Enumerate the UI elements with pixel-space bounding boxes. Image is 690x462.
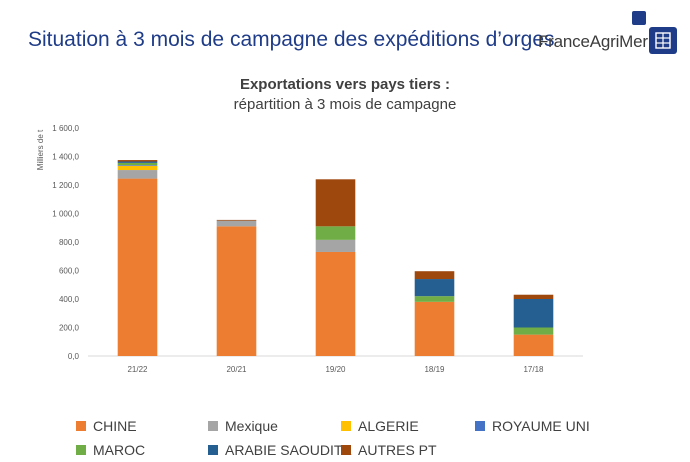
bar-segment-mexique <box>117 170 158 179</box>
legend-swatch <box>208 421 218 431</box>
legend-swatch <box>76 421 86 431</box>
bar-segment-chine <box>117 178 158 356</box>
logo-dot <box>632 11 646 25</box>
bar-segment-chine <box>216 226 257 356</box>
bar-segment-autres-pt <box>315 179 356 227</box>
x-tick-label: 18/19 <box>424 365 445 374</box>
y-axis-title: Milliers de t <box>36 129 45 170</box>
logo-icon <box>649 27 677 54</box>
bar-segment-autres-pt <box>117 160 158 162</box>
bar-segment-arabie-saoudite <box>414 279 455 297</box>
legend-item: CHINE <box>76 418 137 434</box>
y-tick-label: 800,0 <box>59 238 80 247</box>
legend-swatch <box>341 445 351 455</box>
y-tick-label: 1 000,0 <box>52 210 79 219</box>
bar-segment-mexique <box>315 239 356 252</box>
legend-swatch <box>208 445 218 455</box>
bar-segment-arabie-saoudite <box>117 161 158 163</box>
y-tick-label: 0,0 <box>68 352 80 361</box>
bar-segment-autres-pt <box>513 294 554 299</box>
legend-item: AUTRES PT <box>341 442 437 458</box>
legend-swatch <box>475 421 485 431</box>
x-tick-label: 19/20 <box>325 365 346 374</box>
bar-segment-maroc <box>414 296 455 302</box>
x-tick-label: 21/22 <box>127 365 148 374</box>
legend-label: ARABIE SAOUDITE <box>225 442 352 458</box>
legend-label: ALGERIE <box>358 418 419 434</box>
legend-item: ALGERIE <box>341 418 419 434</box>
legend-item: Mexique <box>208 418 278 434</box>
legend-label: ROYAUME UNI <box>492 418 590 434</box>
brand-name: FranceAgriMer <box>538 32 648 51</box>
bar-segment-algerie <box>117 165 158 171</box>
legend-item: ARABIE SAOUDITE <box>208 442 352 458</box>
bar-segment-chine <box>513 334 554 356</box>
chart-title: Exportations vers pays tiers : <box>239 76 451 93</box>
legend-label: MAROC <box>93 442 146 458</box>
bar-segment-maroc <box>513 327 554 335</box>
legend-label: CHINE <box>93 418 137 434</box>
bar-segment-chine <box>414 301 455 356</box>
x-tick-label: 20/21 <box>226 365 247 374</box>
legend-swatch <box>341 421 351 431</box>
legend-item: ROYAUME UNI <box>475 418 590 434</box>
x-tick-label: 17/18 <box>523 365 544 374</box>
y-tick-label: 600,0 <box>59 267 80 276</box>
bar-segment-autres-pt <box>414 271 455 280</box>
bar-segment-royaume-uni <box>117 165 158 166</box>
y-tick-label: 1 600,0 <box>52 124 79 133</box>
bar-segment-autres-pt <box>216 219 257 221</box>
bar-segment-maroc <box>315 226 356 240</box>
bar-segment-chine <box>315 251 356 356</box>
bar-segment-mexique <box>216 220 257 227</box>
chart-subtitle: répartition à 3 mois de campagne <box>233 96 457 113</box>
y-tick-label: 400,0 <box>59 295 80 304</box>
bar-segment-arabie-saoudite <box>513 299 554 328</box>
legend-swatch <box>76 445 86 455</box>
bar-segment-maroc <box>117 162 158 166</box>
y-tick-label: 1 400,0 <box>52 153 79 162</box>
legend-item: MAROC <box>76 442 145 458</box>
legend-label: AUTRES PT <box>358 442 437 458</box>
y-tick-label: 1 200,0 <box>52 181 79 190</box>
y-tick-label: 200,0 <box>59 324 80 333</box>
page-title: Situation à 3 mois de campagne des expéd… <box>28 28 555 51</box>
legend-label: Mexique <box>225 418 278 434</box>
